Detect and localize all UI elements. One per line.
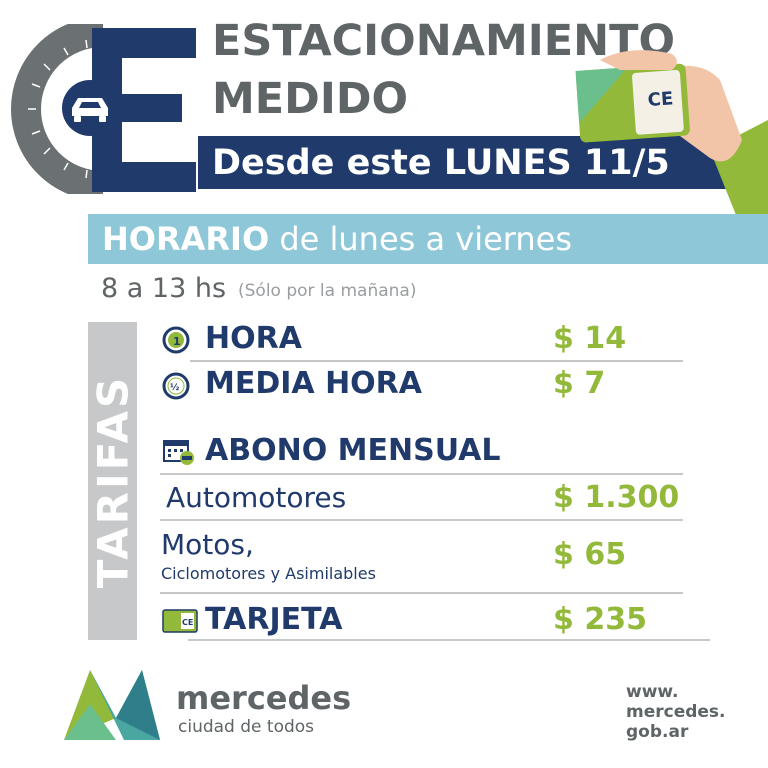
hora-label: HORA xyxy=(205,321,302,356)
title-line-1: ESTACIONAMIENTO xyxy=(212,16,676,66)
automotores-price: $ 1.300 xyxy=(553,480,680,515)
tarjeta-price: $ 235 xyxy=(553,602,647,637)
svg-text:CE: CE xyxy=(647,88,674,111)
horario-label: HORARIO xyxy=(102,220,270,258)
date-banner: Desde este LUNES 11/5 xyxy=(212,143,670,183)
horario-note: (Sólo por la mañana) xyxy=(238,281,417,301)
divider xyxy=(160,473,683,475)
tarjeta-label: TARJETA xyxy=(205,602,343,637)
media-hora-price: $ 7 xyxy=(553,366,606,401)
footer-url[interactable]: www. mercedes. gob.ar xyxy=(626,682,746,742)
footer-url-line-1: www. xyxy=(626,682,679,702)
footer-url-line-3: gob.ar xyxy=(626,722,689,742)
card-icon: CE xyxy=(162,609,198,633)
parking-logo-icon xyxy=(11,24,196,194)
divider xyxy=(160,592,683,594)
motos-sublabel: Ciclomotores y Asimilables xyxy=(161,564,376,583)
svg-text:1: 1 xyxy=(173,335,181,348)
title-line-2: MEDIDO xyxy=(212,74,409,124)
horario-hours: 8 a 13 hs xyxy=(101,273,227,304)
clock-one-icon: 1 xyxy=(162,326,190,354)
motos-label: Motos, xyxy=(161,528,254,561)
divider xyxy=(188,639,710,641)
horario-days: de lunes a viernes xyxy=(269,220,572,258)
footer-brand: mercedes xyxy=(176,679,352,717)
svg-text:CE: CE xyxy=(182,618,193,627)
divider xyxy=(160,519,683,521)
calendar-car-icon xyxy=(163,440,194,465)
date-banner-bg xyxy=(198,136,768,189)
motos-price: $ 65 xyxy=(553,537,627,572)
abono-label: ABONO MENSUAL xyxy=(205,433,501,468)
clock-half-icon: ½ xyxy=(162,372,190,400)
automotores-label: Automotores xyxy=(166,481,347,514)
hand-card-icon: CE xyxy=(575,50,768,225)
tarifas-vertical-label: TARIFAS xyxy=(88,374,137,588)
divider xyxy=(190,360,683,362)
footer-tagline: ciudad de todos xyxy=(178,717,315,737)
hora-price: $ 14 xyxy=(553,321,627,356)
tarifas-bar xyxy=(88,322,137,640)
horario-title: HORARIO de lunes a viernes xyxy=(102,217,572,261)
mercedes-logo-icon xyxy=(64,670,160,740)
horario-band xyxy=(88,214,768,264)
media-hora-label: MEDIA HORA xyxy=(205,366,423,401)
svg-text:½: ½ xyxy=(170,382,179,393)
footer-url-line-2: mercedes. xyxy=(626,702,726,722)
